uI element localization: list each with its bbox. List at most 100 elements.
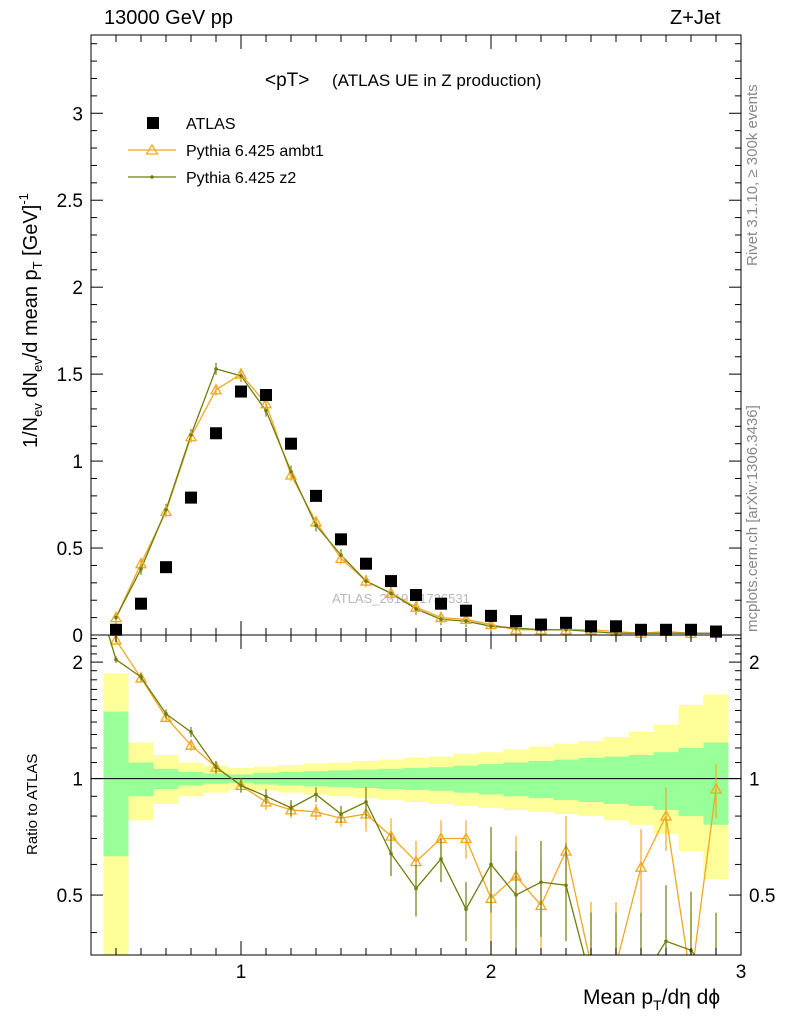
ratio-point-z2 (439, 857, 443, 861)
inner-band-bin (103, 711, 129, 857)
ratio-point-z2 (114, 657, 118, 662)
plot-title-main: <pT> (265, 70, 309, 91)
ratio-point-z2 (714, 979, 718, 983)
z2-point (114, 615, 118, 620)
z2-point (364, 579, 368, 583)
ratio-point-ambt1 (611, 960, 621, 969)
ambt1-point (409, 600, 423, 612)
atlas-point (235, 385, 247, 398)
ratio-point-z2 (664, 939, 668, 943)
ratio-point-z2 (339, 812, 343, 816)
y-tick-label: 0 (72, 626, 83, 647)
ratio-y-axis-label: Ratio to ATLAS (24, 754, 41, 855)
x-axis-label: Mean pT/dη dϕ (583, 986, 720, 1013)
ratio-point-z2 (489, 862, 493, 867)
atlas-point (360, 557, 372, 570)
ratio-y-tick-label-left: 2 (72, 653, 83, 674)
ratio-point-z2 (564, 883, 568, 888)
ratio-point-ambt1 (686, 976, 696, 985)
z2-point (339, 553, 343, 557)
atlas-point (535, 618, 547, 631)
legend-marker-z2 (150, 175, 154, 179)
ratio-point-ambt1 (134, 671, 148, 683)
x-tick-label: 3 (736, 962, 747, 983)
atlas-point (460, 604, 472, 617)
y-tick-label: 2 (72, 278, 83, 299)
atlas-point (185, 491, 197, 504)
legend-label-ambt1: Pythia 6.425 ambt1 (186, 143, 324, 160)
z2-point (489, 624, 493, 629)
atlas-point (485, 609, 497, 622)
legend-marker-atlas (147, 117, 159, 129)
atlas-point (660, 623, 672, 636)
atlas-point (510, 615, 522, 628)
ambt1-point (159, 505, 173, 517)
z2-point (414, 607, 418, 611)
ratio-point-ambt1 (309, 805, 323, 817)
plot-title-sub: (ATLAS UE in Z production) (332, 71, 541, 90)
ratio-y-ticks: 0.5 0.5 1 1 2 2 (57, 638, 775, 934)
z2-point (239, 374, 243, 378)
ratio-point-z2 (214, 765, 218, 770)
ambt1-point (359, 574, 373, 586)
atlas-point (110, 623, 122, 636)
ratio-y-tick-label-left: 1 (72, 770, 83, 791)
ratio-point-ambt1 (709, 782, 723, 794)
ratio-point-z2 (364, 800, 368, 804)
legend-label-atlas: ATLAS (186, 116, 236, 133)
inner-band-bin (678, 747, 704, 817)
z2-point (214, 367, 218, 371)
ratio-point-ambt1 (659, 809, 673, 821)
atlas-point (560, 616, 572, 629)
z2-point (314, 523, 318, 528)
ratio-point-z2 (389, 851, 393, 856)
ratio-point-ambt1 (459, 832, 473, 844)
z2-point (164, 507, 168, 512)
inner-band-bin (503, 762, 529, 797)
x-tick-label: 1 (236, 962, 247, 983)
ambt1-point (484, 618, 498, 630)
ratio-point-ambt1 (634, 860, 648, 872)
main-y-axis-label: 1/Nev dNev/d mean pT [GeV]-1 (16, 193, 45, 448)
ratio-point-ambt1 (184, 738, 198, 750)
ratio-point-z2 (314, 792, 318, 797)
atlas-point (635, 623, 647, 636)
ratio-point-z2 (639, 979, 643, 983)
ambt1-point (334, 552, 348, 564)
y-tick-label: 2.5 (57, 191, 83, 212)
main-series-group (109, 362, 723, 640)
atlas-point (435, 597, 447, 610)
main-y-ticks: 0 0.5 1 1.5 2 2.5 3 (57, 43, 741, 647)
ratio-point-z2 (289, 806, 293, 810)
ambt1-point (209, 383, 223, 395)
z2-point (439, 617, 443, 622)
ratio-point-ambt1 (159, 710, 173, 722)
ratio-point-z2 (514, 893, 518, 897)
z2-point (289, 469, 293, 474)
ratio-point-z2 (264, 794, 268, 799)
ratio-point-z2 (139, 675, 143, 679)
ratio-y-tick-label-right: 0.5 (749, 886, 775, 907)
z2-point (614, 631, 618, 636)
inner-band-bin (603, 756, 629, 804)
y-tick-label: 0.5 (57, 539, 83, 560)
atlas-point (135, 597, 147, 610)
inner-band-bin (528, 761, 554, 799)
ratio-point-ambt1 (586, 960, 596, 969)
legend-label-z2: Pythia 6.425 z2 (186, 170, 296, 187)
ratio-point-z2 (414, 886, 418, 891)
ambt1-point (234, 367, 248, 379)
ambt1-point (184, 430, 198, 442)
inner-band-bin (478, 764, 504, 795)
ratio-point-ambt1 (259, 795, 273, 807)
inner-band-bin (128, 762, 154, 797)
inner-band-bin (553, 759, 579, 801)
ratio-point-ambt1 (109, 635, 123, 645)
inner-band-bin (628, 755, 654, 806)
ratio-y-tick-label-left: 0.5 (57, 886, 83, 907)
ratio-point-z2 (464, 907, 468, 911)
legend: ATLAS Pythia 6.425 ambt1 Pythia 6.425 z2 (128, 116, 324, 187)
z2-point (514, 626, 518, 630)
process-label: Z+Jet (670, 7, 721, 29)
atlas-point (685, 623, 697, 636)
